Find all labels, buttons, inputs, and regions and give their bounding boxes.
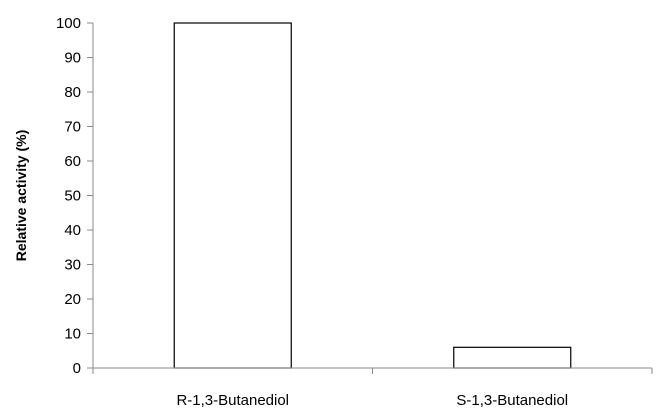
y-tick-label: 10	[64, 326, 81, 343]
y-axis-title: Relative activity (%)	[13, 130, 29, 262]
x-category-label: R-1,3-Butanediol	[176, 392, 289, 409]
y-tick-label: 20	[64, 291, 81, 308]
y-tick-label: 70	[64, 119, 81, 136]
y-tick-label: 0	[73, 360, 81, 377]
y-tick-label: 80	[64, 84, 81, 101]
y-tick-label: 30	[64, 257, 81, 274]
x-category-label: S-1,3-Butanediol	[456, 392, 568, 409]
bar-2	[453, 346, 572, 369]
y-ticks: 0 10 20 30 40 50 60 70 80 90 100	[56, 15, 93, 377]
bars	[173, 22, 572, 369]
y-tick-label: 90	[64, 50, 81, 67]
y-tick-label: 60	[64, 153, 81, 170]
category-labels: R-1,3-Butanediol S-1,3-Butanediol	[176, 392, 568, 409]
bar-1	[173, 22, 292, 369]
y-tick-label: 100	[56, 15, 81, 32]
y-tick-label: 40	[64, 222, 81, 239]
y-tick-label: 50	[64, 188, 81, 205]
x-ticks	[92, 368, 653, 374]
